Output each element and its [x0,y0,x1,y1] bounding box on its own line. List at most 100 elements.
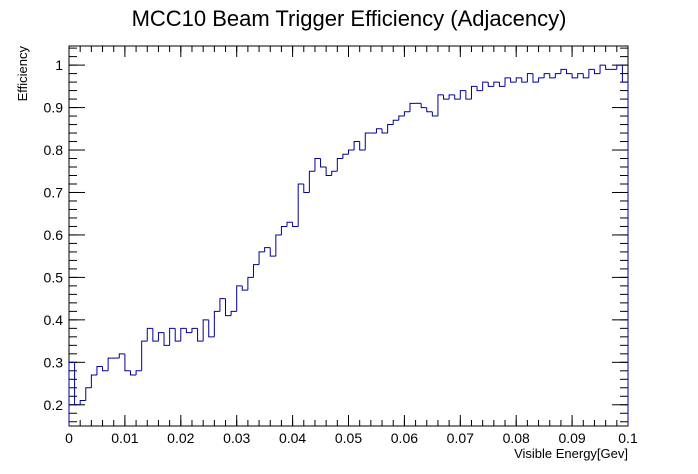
y-tick-label: 0.4 [44,312,64,328]
histogram-bin [252,264,260,278]
histogram-bin [459,90,466,100]
histogram-bin [236,285,243,312]
histogram-bin [348,149,355,155]
x-tick-label: 0.06 [391,430,418,446]
histogram-bin [90,374,97,388]
histogram-bin [141,340,148,371]
histogram-bin [577,73,584,78]
histogram-bin [213,310,220,337]
histogram-bin [152,328,159,342]
x-tick-label: 0.09 [558,430,585,446]
histogram-bin [308,170,315,193]
histogram-bin [470,85,478,100]
histogram-bin [202,319,209,342]
histogram-bin [605,65,612,70]
histogram-bin [487,82,494,87]
histogram-bin [498,82,506,87]
x-tick-label: 0.05 [335,430,362,446]
chart-title: MCC10 Beam Trigger Efficiency (Adjacency… [132,6,567,31]
y-tick-label: 0.2 [44,397,64,413]
histogram-bin [342,153,349,159]
histogram-bin [482,81,489,91]
histogram-bin [554,73,561,78]
histogram-bin [398,115,405,121]
histogram-bin [331,170,338,176]
histogram-bin [521,77,528,83]
histogram-bin [616,64,623,70]
histogram-bin [359,141,366,151]
histogram-bin [230,310,237,316]
histogram-bin [320,158,327,168]
histogram-bin [532,73,539,83]
histogram-bin [146,327,153,342]
histogram-bin [582,73,589,79]
histogram-bin [526,73,533,83]
histogram-bin [185,328,192,334]
histogram-bin [169,327,176,346]
x-tick-label: 0.1 [618,430,638,446]
histogram-bin [197,328,204,342]
histogram-bin [403,111,410,117]
y-tick-label: 0.6 [44,227,64,243]
histogram-bin [448,94,455,100]
histogram-bin [241,285,248,291]
x-tick-label: 0.08 [503,430,530,446]
y-tick-label: 0.7 [44,184,64,200]
histogram-bin [409,102,416,112]
histogram-bin [314,158,321,172]
histogram-bin [129,370,137,376]
histogram-bin [538,77,545,83]
histogram-bin [208,319,215,338]
histogram-bin [96,366,103,376]
histogram-bin [280,225,288,235]
histogram-bin [599,64,606,74]
y-tick-label: 0.9 [44,100,64,116]
x-tick-label: 0.01 [111,430,138,446]
histogram-bin [543,73,550,78]
histogram-bin [286,221,293,227]
histogram-bin [74,362,81,406]
x-tick-label: 0 [65,430,73,446]
histogram-bin [549,73,556,79]
histogram-bin [174,328,181,342]
histogram-bin [593,69,601,75]
histogram-bin [431,111,438,117]
histogram-bin [325,167,332,176]
histogram-bin [426,107,433,113]
histogram-bin [247,276,254,291]
histogram-bin [135,370,142,376]
x-tick-label: 0.03 [223,430,250,446]
histogram-bin [107,357,114,371]
y-tick-label: 0.5 [44,269,64,285]
y-axis-label: Efficiency [15,46,30,102]
histogram-bin [269,247,276,257]
histogram-bin [621,65,629,426]
y-tick-label: 0.3 [44,354,64,370]
histogram-bin [85,387,92,401]
histogram-bin [566,69,573,75]
histogram-bin [465,90,472,100]
histogram-bin [219,298,226,312]
histogram-bin [504,77,511,87]
x-tick-label: 0.07 [447,430,474,446]
histogram-bin [476,86,483,92]
histogram-bin [297,183,304,227]
histogram-bin [493,81,500,87]
histogram-bin [353,141,360,151]
histogram-bin [264,247,271,252]
histogram-bin [303,183,310,193]
histogram-bin [163,332,170,346]
x-tick-label: 0.04 [279,430,306,446]
histogram-bin [68,361,75,426]
y-tick-label: 1 [55,57,63,73]
histogram-bin [364,132,371,151]
histogram-bin [510,77,517,83]
histogram-bin [515,77,522,83]
histogram-bin [275,234,282,257]
histogram-bin [387,124,394,134]
histogram-bin [375,128,383,134]
histogram-bin [225,298,232,317]
y-tick-label: 0.8 [44,142,64,158]
